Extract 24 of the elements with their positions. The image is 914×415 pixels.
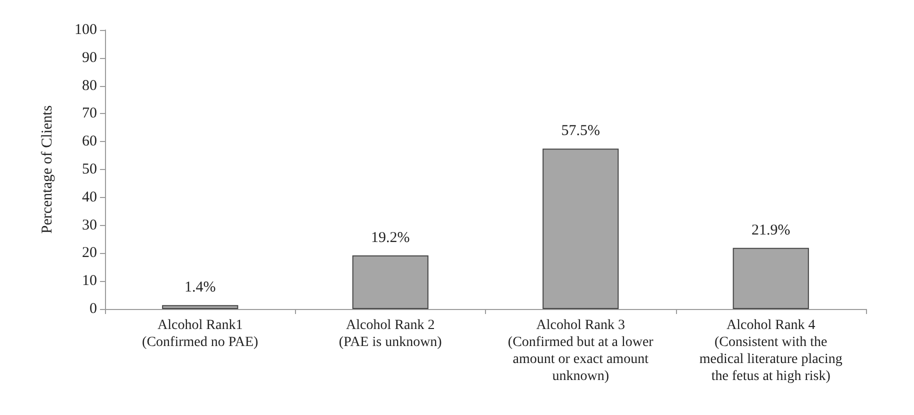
x-tick-label: Alcohol Rank 3 (Confirmed but at a lower amount or exact amount unknown) xyxy=(508,318,654,384)
y-tick-label: 60 xyxy=(82,134,97,150)
x-tick-label: Alcohol Rank 2 (PAE is unknown) xyxy=(338,318,442,350)
data-label: 1.4% xyxy=(184,280,216,296)
bar xyxy=(732,248,809,309)
data-label: 57.5% xyxy=(561,123,600,140)
bar xyxy=(162,305,238,309)
y-tick-label: 70 xyxy=(82,106,97,122)
x-tick-label: Alcohol Rank1 (Confirmed no PAE) xyxy=(142,318,259,350)
y-tick-label: 20 xyxy=(82,245,97,262)
y-tick-label: 40 xyxy=(82,189,97,206)
y-tick-label: 10 xyxy=(82,273,97,290)
y-axis-title: Percentage of Clients xyxy=(40,105,56,234)
data-label: 21.9% xyxy=(752,222,790,238)
y-tick-label: 0 xyxy=(90,301,97,317)
bar xyxy=(352,255,428,309)
y-tick-label: 100 xyxy=(74,22,97,38)
y-tick-label: 50 xyxy=(82,162,97,178)
y-tick-label: 30 xyxy=(82,217,97,234)
bar xyxy=(542,148,619,309)
x-tick-label: Alcohol Rank 4 (Consistent with the medical literature placing the fetus at high risk) xyxy=(699,318,842,384)
y-tick-label: 80 xyxy=(82,78,97,94)
data-label: 19.2% xyxy=(371,230,410,246)
y-tick-label: 90 xyxy=(82,50,97,66)
